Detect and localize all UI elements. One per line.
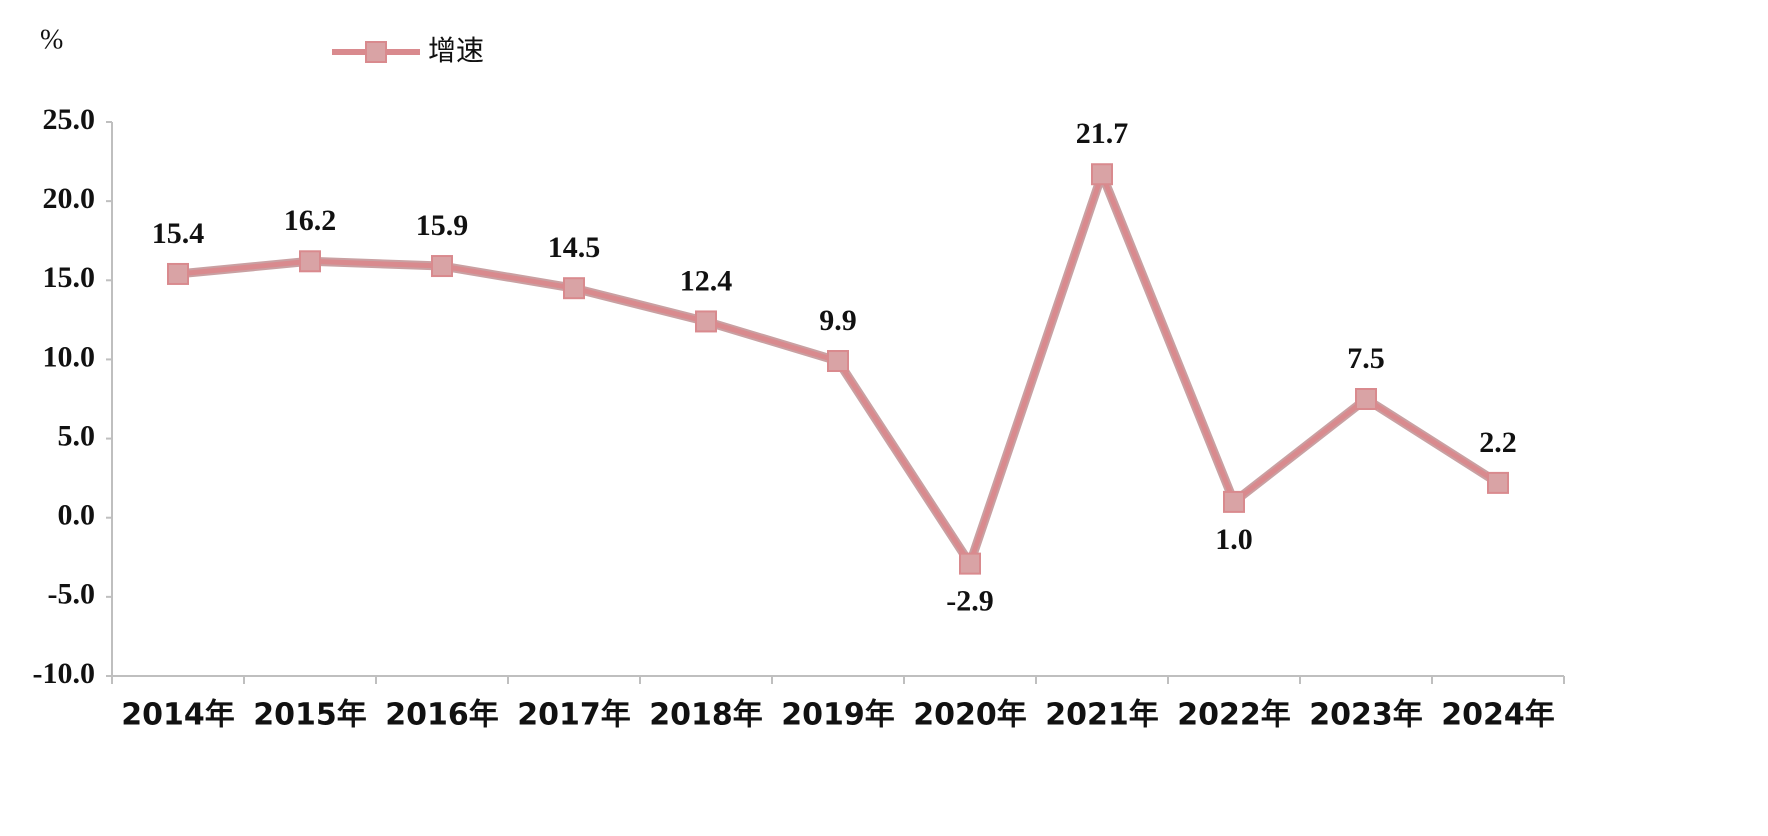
value-label: 15.9 — [416, 209, 469, 242]
marker — [959, 552, 981, 575]
x-tick-label: 2018年 — [649, 698, 763, 733]
legend-label: 增速 — [428, 34, 484, 67]
marker — [827, 350, 849, 373]
marker — [563, 277, 585, 300]
value-label: 12.4 — [680, 264, 733, 297]
value-label: 7.5 — [1347, 342, 1385, 375]
x-tick-label: 2019年 — [781, 698, 895, 733]
value-label: 1.0 — [1215, 523, 1253, 556]
value-label: 15.4 — [152, 217, 205, 250]
marker — [167, 262, 189, 285]
y-tick-label: 10.0 — [43, 340, 96, 373]
value-label: 14.5 — [548, 231, 601, 264]
y-tick-label: 15.0 — [43, 261, 96, 294]
legend-marker — [365, 41, 387, 63]
y-tick-label: 5.0 — [58, 419, 96, 452]
x-tick-label: 2017年 — [517, 698, 631, 733]
value-label: 2.2 — [1479, 426, 1517, 459]
y-tick-label: 20.0 — [43, 182, 96, 215]
x-tick-label: 2014年 — [121, 698, 235, 733]
x-tick-label: 2016年 — [385, 698, 499, 733]
x-tick-label: 2024年 — [1441, 698, 1555, 733]
x-tick-label: 2023年 — [1309, 698, 1423, 733]
marker — [1091, 163, 1113, 186]
x-tick-label: 2015年 — [253, 698, 367, 733]
value-label: 21.7 — [1076, 117, 1129, 150]
marker — [1223, 490, 1245, 513]
value-label: -2.9 — [946, 585, 994, 618]
x-tick-label: 2022年 — [1177, 698, 1291, 733]
marker — [299, 250, 321, 273]
y-tick-label: -5.0 — [48, 578, 96, 611]
value-label: 16.2 — [284, 204, 337, 237]
value-label: 9.9 — [819, 304, 857, 337]
x-tick-label: 2021年 — [1045, 698, 1159, 733]
y-axis-unit: % — [40, 24, 63, 55]
x-tick-label: 2020年 — [913, 698, 1027, 733]
y-tick-label: 25.0 — [43, 103, 96, 136]
y-tick-label: 0.0 — [58, 499, 96, 532]
y-tick-label: -10.0 — [33, 657, 96, 690]
marker — [431, 255, 453, 278]
marker — [695, 310, 717, 333]
marker — [1355, 388, 1377, 410]
marker — [1487, 471, 1509, 494]
